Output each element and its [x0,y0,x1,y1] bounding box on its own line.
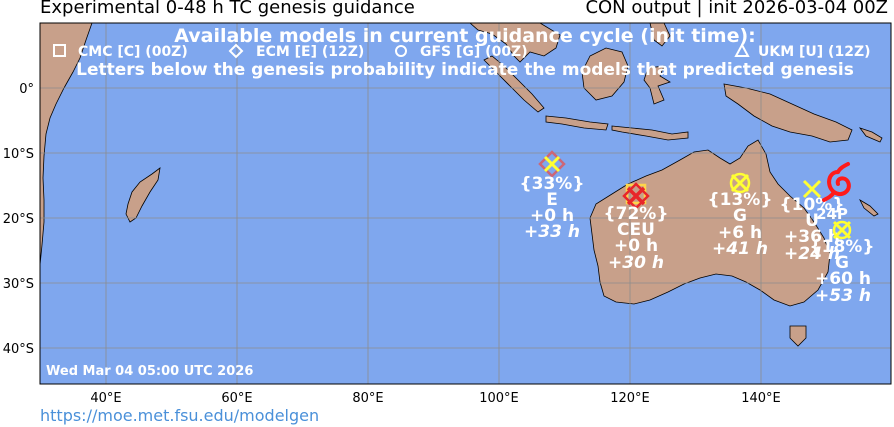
ecm-diamond-icon [228,43,244,59]
lesser-sunda [611,125,689,141]
tasmania [789,325,807,347]
australia [589,139,831,307]
genesis-x-marker [832,220,852,240]
gridlines [40,23,891,384]
genesis-point-5[interactable]: {18%} G +60 h +53 h [810,220,875,306]
genesis-x-marker [543,155,561,173]
cmc-square-icon [53,44,66,57]
lon-tick-label: 40°E [90,391,121,406]
genesis-point-2[interactable]: {72%} CEU +0 h +30 h [604,182,669,273]
title-right: CON output | init 2026-03-04 00Z [585,0,888,18]
source-url[interactable]: https://moe.met.fsu.edu/modelgen [40,406,320,425]
genesis-x-marker [626,186,646,206]
genesis-probability: {72%} [604,204,669,224]
genesis-first-time: +0 h [530,206,574,226]
genesis-lead-time: +41 h [712,239,768,259]
valid-time: Wed Mar 04 05:00 UTC 2026 [46,364,253,379]
genesis-first-time: +6 h [718,223,762,243]
genesis-lead-time: +53 h [815,286,871,306]
genesis-first-time: +60 h [815,269,871,289]
genesis-probability: {18%} [810,237,875,257]
legend-model-cmc: CMC [C] (00Z) [78,44,188,60]
se-asia [469,23,561,63]
ecm-diamond-icon [538,150,566,178]
active-storm[interactable]: 24P [816,162,851,223]
legend-heading: Available models in current guidance cyc… [174,25,756,47]
lat-tick-label: 40°S [3,342,34,357]
africa [40,23,93,266]
lat-tick-label: 30°S [3,277,34,292]
genesis-probability: {10%} [780,195,845,215]
lon-tick-label: 140°E [741,391,781,406]
genesis-models: E [546,190,558,210]
gfs-circle-icon [832,220,852,240]
genesis-lead-time: +24 h [784,244,840,264]
borneo [581,47,629,101]
lon-tick-label: 80°E [352,391,383,406]
ecm-diamond-icon [622,182,650,210]
genesis-x-marker [802,179,822,199]
philippines [649,23,671,47]
genesis-models: CEU [617,220,655,240]
genesis-point-3[interactable]: {13%} G +6 h +41 h [708,172,773,259]
new-guinea [723,83,853,143]
lon-tick-label: 100°E [479,391,519,406]
genesis-lead-time: +33 h [524,222,580,242]
genesis-models: U [805,211,819,231]
genesis-probability: {33%} [520,174,585,194]
legend-model-ecm: ECM [E] (12Z) [256,44,364,60]
genesis-x-marker [730,173,750,193]
lat-tick-labels: 0° 10°S 20°S 30°S 40°S [3,82,34,357]
genesis-point-1[interactable]: {33%} E +0 h +33 h [520,150,585,242]
lon-tick-label: 60°E [221,391,252,406]
solomon-islands [858,127,883,143]
genesis-lead-time: +30 h [608,253,664,273]
lon-tick-label: 120°E [610,391,650,406]
legend-note: Letters below the genesis probability in… [76,60,854,80]
gfs-circle-icon [729,172,751,194]
new-caledonia [859,198,879,217]
genesis-models: G [733,206,747,226]
genesis-first-time: +36 h [784,227,840,247]
storm-label: 24P [816,205,848,223]
ukm-triangle-icon [734,42,750,57]
java [545,115,609,131]
genesis-probability: {13%} [708,190,773,210]
lon-tick-labels: 40°E 60°E 80°E 100°E 120°E 140°E [90,391,780,406]
title-left: Experimental 0-48 h TC genesis guidance [40,0,415,18]
genesis-models: G [835,253,849,273]
lat-tick-label: 0° [19,82,34,97]
genesis-first-time: +0 h [614,236,658,256]
legend-model-gfs: GFS [G] (00Z) [420,44,528,60]
gfs-circle-icon [395,45,407,57]
tropical-cyclone-icon [822,162,851,202]
genesis-point-4[interactable]: {10%} U +36 h +24 h [780,179,845,264]
lat-tick-label: 10°S [3,147,34,162]
lat-tick-label: 20°S [3,212,34,227]
map-frame [39,22,892,385]
legend-model-ukm: UKM [U] (12Z) [758,44,871,60]
sulawesi [643,65,671,105]
